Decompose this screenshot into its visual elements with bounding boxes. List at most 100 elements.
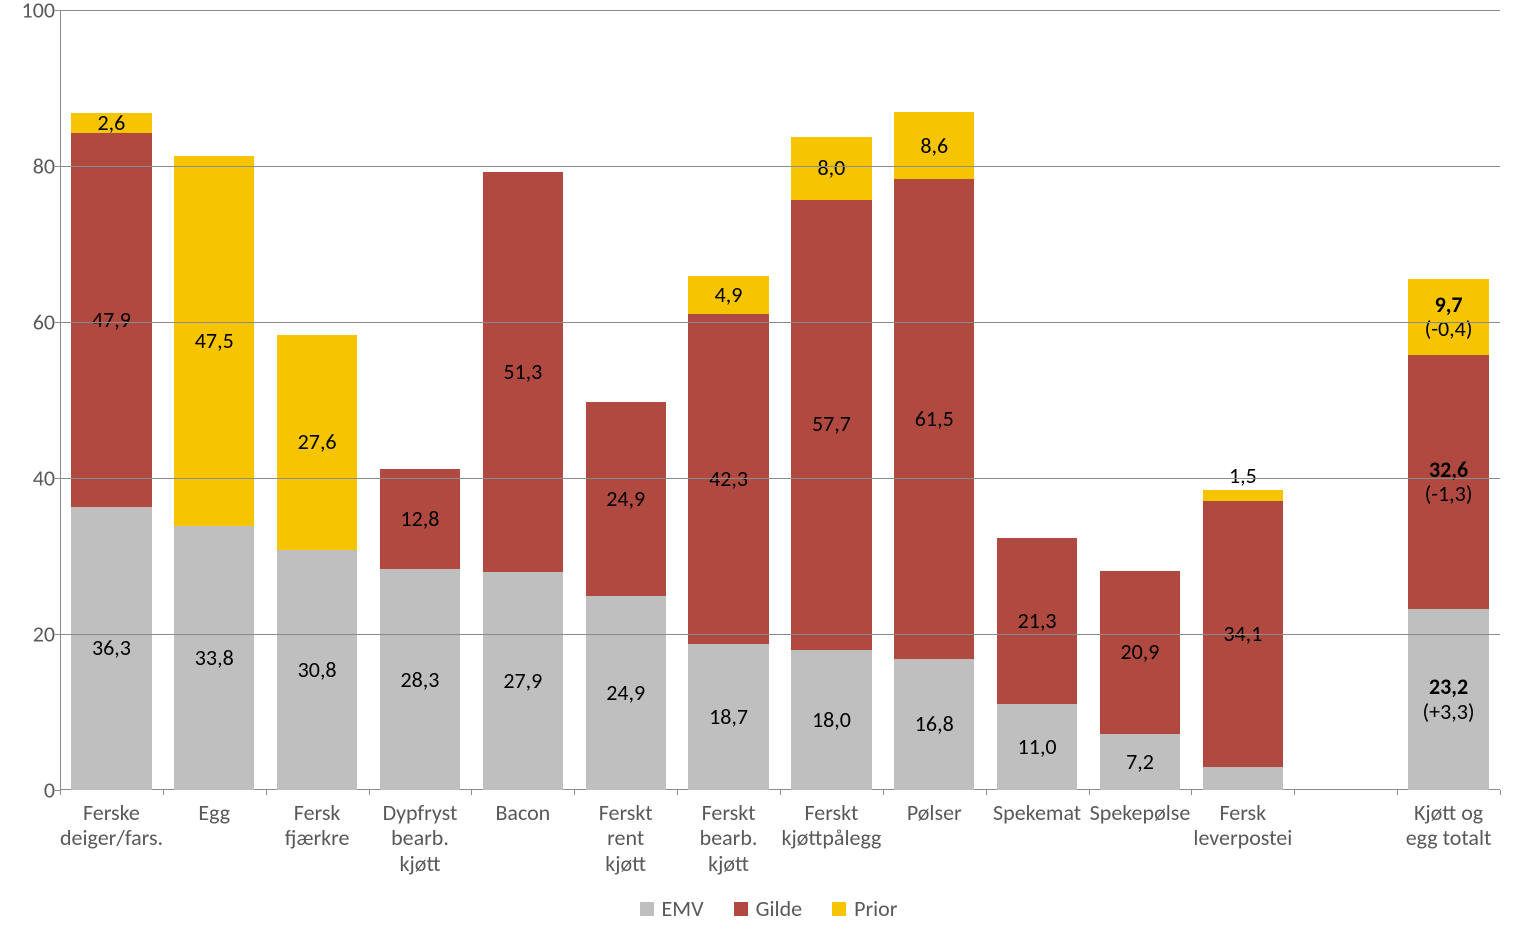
- bar-segment-emv: 33,8: [174, 526, 254, 790]
- bar-segment-emv: 23,2(+3,3): [1408, 609, 1488, 790]
- legend-label: EMV: [662, 895, 704, 922]
- x-tick-mark: [60, 790, 61, 795]
- x-tick-mark: [780, 790, 781, 795]
- x-axis-label: Egg: [163, 800, 266, 825]
- bar-segment-gilde: 21,3: [997, 538, 1077, 704]
- bar-group: 16,8 61,5 8,6: [894, 112, 974, 790]
- bar-group: 36,3 47,92,6: [71, 113, 151, 790]
- y-tick-label: 0: [44, 777, 55, 804]
- bar-segment-gilde: 47,9: [71, 133, 151, 507]
- x-tick-mark: [471, 790, 472, 795]
- y-tick-label: 60: [33, 309, 55, 336]
- bar-group: 7,2 20,9: [1100, 571, 1180, 790]
- bar-value-label: 36,3: [92, 636, 131, 660]
- legend-swatch: [734, 902, 748, 916]
- bar-segment-prior: 8,0: [791, 137, 871, 199]
- x-tick-mark: [1397, 790, 1398, 795]
- bar-segment-gilde: 51,3: [483, 172, 563, 572]
- bar-segment-prior: 27,6: [277, 335, 357, 550]
- bar-value-label: 33,8: [195, 646, 234, 670]
- bar-segment-emv: 18,0: [791, 650, 871, 790]
- x-axis-label: Kjøtt ogegg totalt: [1397, 800, 1500, 851]
- y-tick-label: 40: [33, 465, 55, 492]
- bar-segment-gilde: 12,8: [380, 469, 460, 569]
- bar-value-label: 61,5: [915, 407, 954, 431]
- y-tick-mark: [55, 322, 60, 323]
- bar-segment-emv: 30,8: [277, 550, 357, 790]
- bar-segment-gilde: 24,9: [586, 402, 666, 596]
- bar-segment-gilde: 20,9: [1100, 571, 1180, 734]
- bars-area: 36,347,92,633,847,530,827,628,312,827,95…: [60, 10, 1500, 790]
- bar-segment-emv: 7,2: [1100, 734, 1180, 790]
- bar-segment-emv: 36,3: [71, 507, 151, 790]
- x-axis-label: Fersktbearb.kjøtt: [677, 800, 780, 876]
- x-axis-label: Dypfrystbearb.kjøtt: [369, 800, 472, 876]
- bar-value-label: 47,5: [195, 329, 234, 353]
- gridline: [60, 634, 1500, 635]
- bar-value-label: 24,9: [606, 487, 645, 511]
- bar-value-label: 8,0: [818, 156, 846, 180]
- bar-segment-gilde: 42,3: [688, 314, 768, 644]
- bar-segment-emv: 18,7: [688, 644, 768, 790]
- bar-segment-prior: 4,9: [688, 276, 768, 314]
- bar-group: 23,2(+3,3) 32,6(-1,3) 9,7(-0,4): [1408, 279, 1488, 790]
- bar-value-label: 30,8: [298, 658, 337, 682]
- bar-segment-prior: 9,7(-0,4): [1408, 279, 1488, 355]
- x-tick-mark: [1500, 790, 1501, 795]
- bar-value-label: 7,2: [1126, 750, 1154, 774]
- bar-group: 27,951,3: [483, 172, 563, 790]
- bar-value-label: 2,6: [98, 111, 126, 135]
- bar-value-label: 16,8: [915, 712, 954, 736]
- bar-group: 24,9 24,9: [586, 402, 666, 790]
- bar-value-label: 24,9: [606, 681, 645, 705]
- x-tick-mark: [1089, 790, 1090, 795]
- bar-value-label: 18,0: [812, 708, 851, 732]
- bar-value-label: 23,2(+3,3): [1423, 675, 1475, 723]
- legend-swatch: [832, 902, 846, 916]
- x-axis-label: Spekemat: [986, 800, 1089, 825]
- bar-value-label: 8,6: [920, 134, 948, 158]
- bar-value-label: 20,9: [1121, 640, 1160, 664]
- bar-segment-emv: 27,9: [483, 572, 563, 790]
- bar-segment-prior: 8,6: [894, 112, 974, 179]
- bar-group: 28,3 12,8: [380, 469, 460, 790]
- bar-group: 2,934,11,5: [1203, 490, 1283, 790]
- x-tick-mark: [1294, 790, 1295, 795]
- bar-segment-emv: [1203, 767, 1283, 790]
- y-tick-label: 100: [22, 0, 55, 24]
- bar-value-label: 9,7(-0,4): [1425, 293, 1473, 341]
- bar-group: 33,8 47,5: [174, 156, 254, 790]
- y-tick-label: 80: [33, 153, 55, 180]
- bar-value-label: 28,3: [401, 668, 440, 692]
- legend-label: Gilde: [756, 895, 802, 922]
- bar-segment-emv: 16,8: [894, 659, 974, 790]
- legend-item-gilde: Gilde: [734, 895, 802, 922]
- legend: EMV Gilde Prior: [0, 895, 1537, 922]
- bar-value-label: 11,0: [1018, 735, 1057, 759]
- y-tick-mark: [55, 10, 60, 11]
- x-axis-label: Spekepølse: [1089, 800, 1192, 825]
- x-tick-mark: [677, 790, 678, 795]
- legend-item-emv: EMV: [640, 895, 704, 922]
- legend-label: Prior: [854, 895, 897, 922]
- y-tick-mark: [55, 634, 60, 635]
- bar-group: 11,0 21,3: [997, 538, 1077, 790]
- x-tick-mark: [266, 790, 267, 795]
- x-tick-mark: [883, 790, 884, 795]
- x-tick-mark: [369, 790, 370, 795]
- x-axis-label: Pølser: [883, 800, 986, 825]
- legend-item-prior: Prior: [832, 895, 897, 922]
- x-axis-label: Fersktkjøttpålegg: [780, 800, 883, 851]
- bar-value-label: 57,7: [812, 412, 851, 436]
- x-tick-mark: [986, 790, 987, 795]
- bar-segment-gilde: 61,5: [894, 179, 974, 659]
- bar-segment-emv: 11,0: [997, 704, 1077, 790]
- bar-value-label: 32,6(-1,3): [1425, 458, 1473, 506]
- legend-swatch: [640, 902, 654, 916]
- bar-segment-emv: 24,9: [586, 596, 666, 790]
- gridline: [60, 478, 1500, 479]
- y-tick-label: 20: [33, 621, 55, 648]
- bar-segment-gilde: 32,6(-1,3): [1408, 355, 1488, 609]
- bar-group: 18,742,3 4,9: [688, 276, 768, 790]
- bar-value-label: 4,9: [715, 283, 743, 307]
